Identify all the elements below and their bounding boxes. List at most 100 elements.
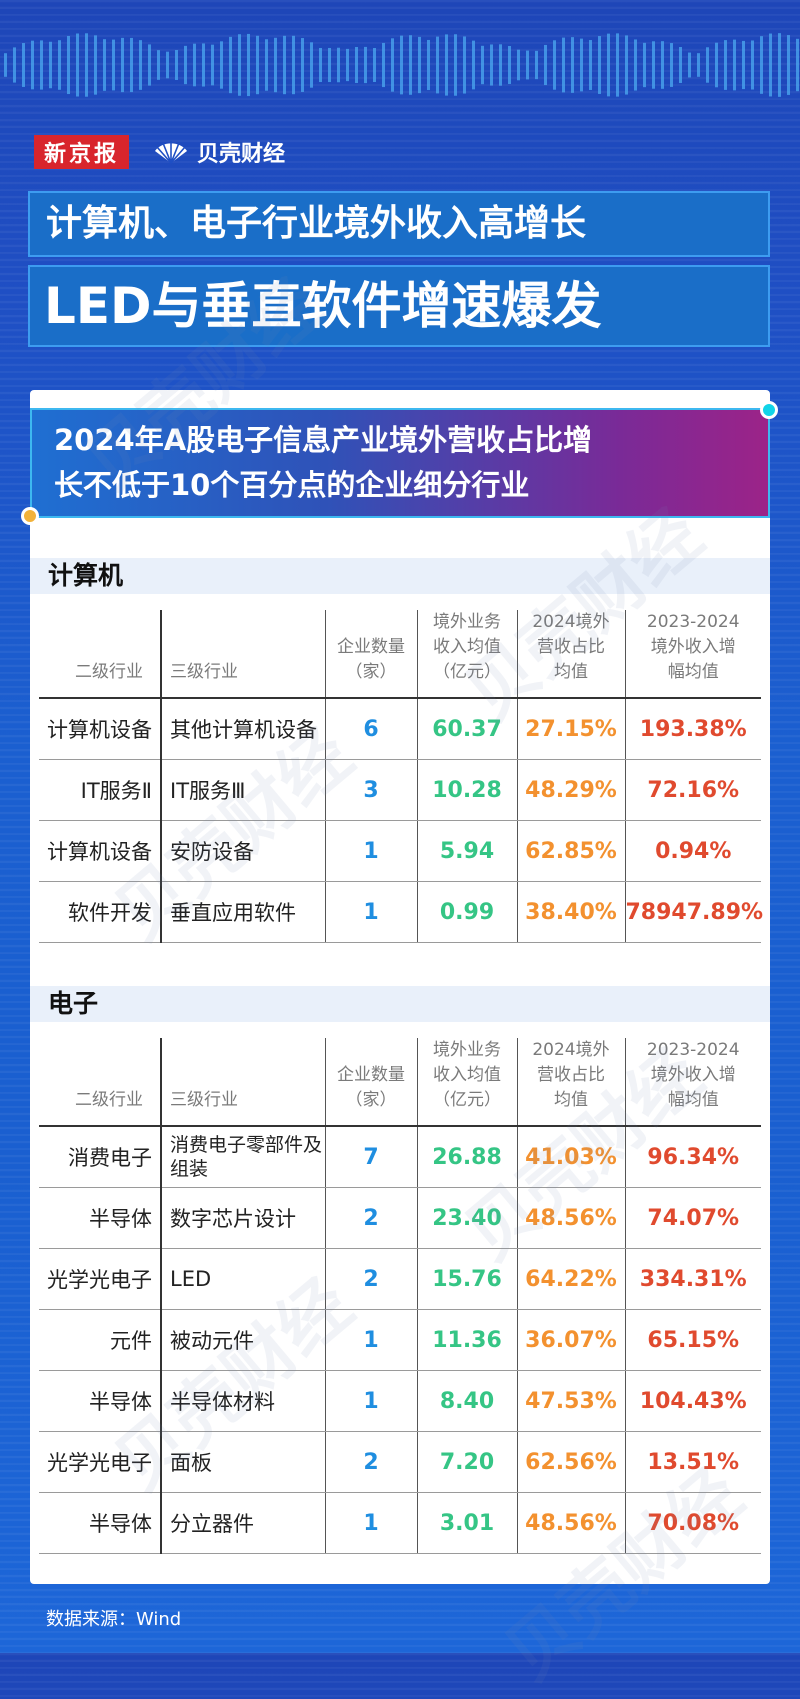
wave-bar [85, 33, 88, 97]
wave-bar [643, 42, 646, 88]
wave-bar [94, 35, 97, 95]
count-cell: 1 [324, 881, 417, 943]
growth-cell: 193.38% [624, 698, 761, 760]
count-cell: 1 [324, 1309, 417, 1371]
wave-bar [670, 43, 673, 87]
cyan-dot-decoration [760, 401, 778, 419]
count-cell: 2 [324, 1431, 417, 1493]
wave-bar [220, 41, 223, 89]
header-l3: 三级行业 [160, 610, 325, 699]
l3-cell: 分立器件 [160, 1492, 325, 1554]
l2-cell: 半导体 [39, 1492, 161, 1554]
headline-line-2: LED与垂直软件增速爆发 [28, 265, 770, 347]
table-row: 半导体 分立器件 1 3.01 48.56% 70.08% [39, 1492, 761, 1554]
growth-cell: 78947.89% [624, 881, 763, 943]
wave-bar [391, 38, 394, 92]
growth-cell: 96.34% [624, 1126, 761, 1188]
banner-line-1: 2024年A股电子信息产业境外营收占比增 [54, 423, 593, 457]
share-cell: 48.56% [516, 1492, 625, 1554]
table-row: 半导体 半导体材料 1 8.40 47.53% 104.43% [39, 1370, 761, 1432]
l2-cell: 半导体 [39, 1370, 161, 1432]
l3-cell: 被动元件 [160, 1309, 325, 1371]
wave-bar [697, 53, 700, 77]
header-l2: 二级行业 [39, 1038, 161, 1127]
wave-bar [778, 33, 781, 97]
l3-cell: 垂直应用软件 [160, 881, 325, 943]
revenue-cell: 11.36 [416, 1309, 517, 1371]
wave-bar [328, 47, 331, 83]
wave-bar [67, 35, 70, 95]
wave-bar [157, 50, 160, 80]
wave-bar [382, 42, 385, 88]
wave-bar [184, 45, 187, 85]
wave-bar [319, 47, 322, 83]
wave-bar [607, 33, 610, 97]
wave-bar [490, 44, 493, 86]
wave-bar [580, 38, 583, 92]
wave-bar [760, 36, 763, 94]
l3-cell: LED [160, 1248, 325, 1310]
wave-bar [589, 40, 592, 90]
table-header-row: 二级行业 三级行业 企业数量 （家） 境外业务 收入均值 （亿元） 2024境外 营收占… [39, 610, 761, 699]
wave-bar [310, 42, 313, 88]
wave-bar [400, 35, 403, 95]
l3-cell: 其他计算机设备 [160, 698, 325, 760]
wave-bar [724, 40, 727, 90]
count-cell: 1 [324, 1370, 417, 1432]
revenue-cell: 23.40 [416, 1187, 517, 1249]
share-cell: 27.15% [516, 698, 625, 760]
l2-cell: 光学光电子 [39, 1248, 161, 1310]
wave-bar [787, 35, 790, 95]
revenue-cell: 60.37 [416, 698, 517, 760]
wave-bar [211, 44, 214, 86]
wave-bar [418, 36, 421, 94]
count-cell: 7 [324, 1126, 417, 1188]
wave-bar [706, 47, 709, 83]
wave-bar [76, 33, 79, 97]
wave-bar [445, 34, 448, 96]
beike-finance-text: 贝壳财经 [197, 142, 286, 167]
wave-bar [121, 37, 124, 93]
wave-bar [238, 34, 241, 96]
wave-bar [283, 35, 286, 95]
xinjingbao-logo: 新京报 [34, 135, 130, 169]
wave-bar [40, 40, 43, 90]
wave-bar [661, 41, 664, 89]
table-row: 元件 被动元件 1 11.36 36.07% 65.15% [39, 1309, 761, 1371]
share-cell: 64.22% [516, 1248, 625, 1310]
l2-cell: IT服务Ⅱ [39, 759, 161, 821]
l3-cell: 半导体材料 [160, 1370, 325, 1432]
table-row: 计算机设备 安防设备 1 5.94 62.85% 0.94% [39, 820, 761, 882]
growth-cell: 13.51% [624, 1431, 761, 1493]
l2-cell: 光学光电子 [39, 1431, 161, 1493]
share-cell: 41.03% [516, 1126, 625, 1188]
growth-cell: 74.07% [624, 1187, 761, 1249]
table-row: IT服务Ⅱ IT服务Ⅲ 3 10.28 48.29% 72.16% [39, 759, 761, 821]
header-l3: 三级行业 [160, 1038, 325, 1127]
wave-bar [544, 44, 547, 86]
wave-bar [517, 49, 520, 81]
wave-bar [193, 43, 196, 87]
table-row: 计算机设备 其他计算机设备 6 60.37 27.15% 193.38% [39, 698, 761, 760]
wave-bar [535, 50, 538, 80]
wave-bar [175, 50, 178, 80]
header-l2: 二级行业 [39, 610, 161, 699]
revenue-cell: 0.99 [416, 881, 517, 943]
count-cell: 1 [324, 1492, 417, 1554]
l2-cell: 元件 [39, 1309, 161, 1371]
wave-bar [481, 45, 484, 85]
wave-bar [166, 51, 169, 79]
computer-table: 二级行业 三级行业 企业数量 （家） 境外业务 收入均值 （亿元） 2024境外 营收占… [39, 610, 763, 943]
l3-cell: 安防设备 [160, 820, 325, 882]
revenue-cell: 5.94 [416, 820, 517, 882]
l3-cell: IT服务Ⅲ [160, 759, 325, 821]
wave-bar [13, 47, 16, 83]
wave-bar [463, 36, 466, 94]
header-share: 2024境外 营收占比 均值 [516, 1038, 625, 1127]
wave-bar [265, 39, 268, 91]
wave-bar [688, 52, 691, 78]
wave-bar [301, 38, 304, 92]
share-cell: 48.56% [516, 1187, 625, 1249]
l2-cell: 计算机设备 [39, 820, 161, 882]
l3-cell: 数字芯片设计 [160, 1187, 325, 1249]
